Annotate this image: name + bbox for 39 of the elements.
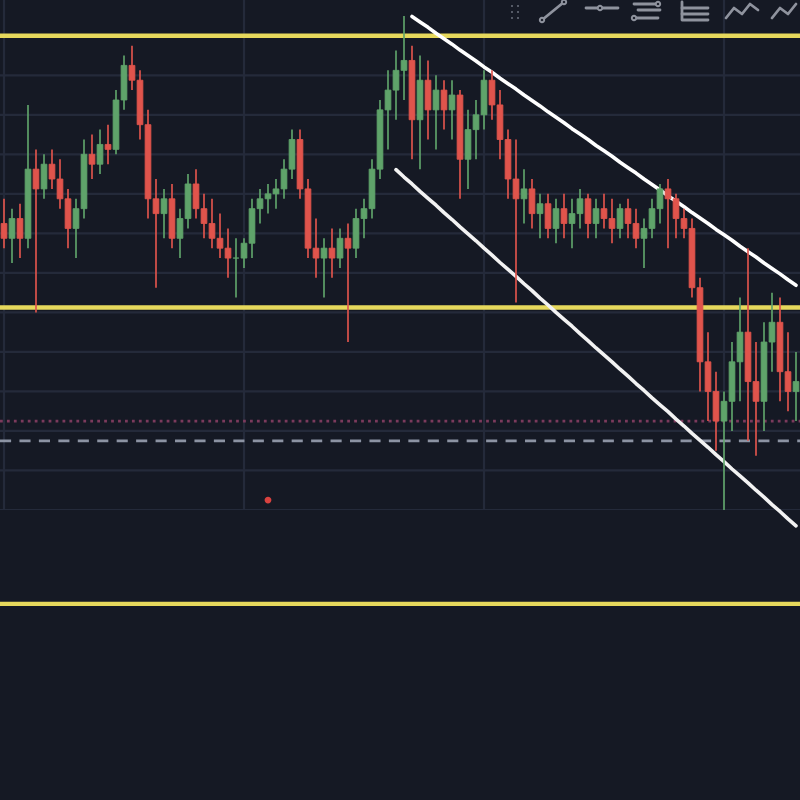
candlestick bbox=[344, 222, 352, 343]
candlestick bbox=[440, 79, 448, 131]
candlestick bbox=[104, 123, 112, 166]
candlestick bbox=[624, 197, 632, 240]
candlestick bbox=[32, 148, 40, 314]
candlestick bbox=[584, 193, 592, 240]
candlestick bbox=[424, 59, 432, 141]
candlestick bbox=[528, 178, 536, 230]
candlestick bbox=[448, 79, 456, 141]
candlestick bbox=[568, 197, 576, 250]
candlestick bbox=[616, 202, 624, 240]
candlestick bbox=[96, 128, 104, 175]
candlestick bbox=[544, 193, 552, 240]
candlestick bbox=[0, 197, 8, 250]
candlestick bbox=[664, 178, 672, 250]
candlestick bbox=[432, 74, 440, 151]
candlestick bbox=[560, 193, 568, 240]
candlestick bbox=[8, 207, 16, 264]
candlestick bbox=[264, 183, 272, 215]
candlestick bbox=[352, 207, 360, 259]
candlestick bbox=[632, 207, 640, 250]
candlestick bbox=[88, 133, 96, 180]
candlestick bbox=[520, 168, 528, 225]
candlestick bbox=[232, 237, 240, 299]
candlestick bbox=[792, 351, 800, 422]
candlestick bbox=[536, 193, 544, 240]
candlestick bbox=[160, 188, 168, 240]
candlestick bbox=[328, 227, 336, 279]
candlestick bbox=[320, 237, 328, 299]
candlestick bbox=[416, 54, 424, 170]
candlestick bbox=[552, 197, 560, 245]
candlestick bbox=[168, 183, 176, 250]
candlestick bbox=[608, 197, 616, 245]
candlestick bbox=[592, 197, 600, 240]
candlestick bbox=[208, 197, 216, 250]
candlestick bbox=[16, 202, 24, 259]
candlestick bbox=[512, 138, 520, 304]
candlestick bbox=[336, 227, 344, 269]
candlestick bbox=[40, 153, 48, 200]
